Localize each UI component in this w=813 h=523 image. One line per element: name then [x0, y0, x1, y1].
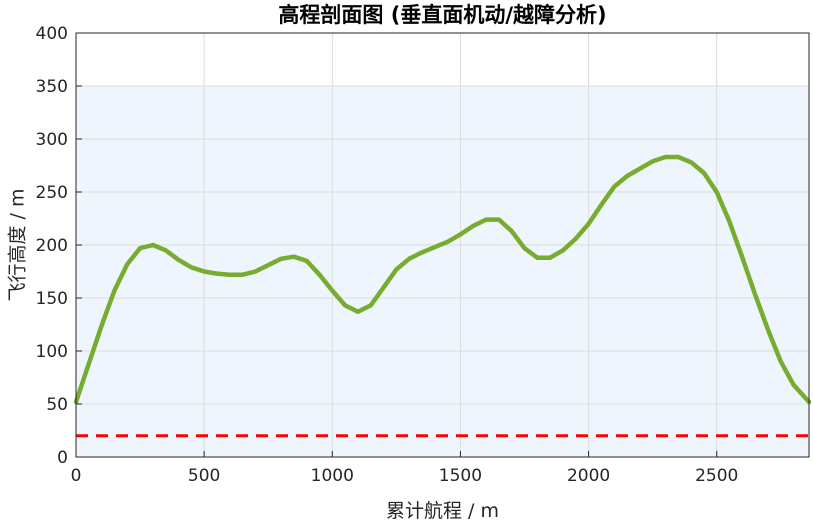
y-tick-label: 250 — [36, 183, 68, 203]
x-axis-label: 累计航程 / m — [386, 500, 499, 522]
x-tick-label: 2500 — [695, 466, 738, 486]
x-tick-label: 1000 — [311, 466, 354, 486]
chart-title: 高程剖面图 (垂直面机动/越障分析) — [278, 3, 606, 27]
x-tick-label: 2000 — [567, 466, 610, 486]
grid-lines — [76, 33, 809, 457]
y-tick-label: 300 — [36, 130, 68, 150]
y-tick-label: 400 — [36, 24, 68, 44]
x-tick-label: 0 — [71, 466, 82, 486]
y-tick-label: 350 — [36, 77, 68, 97]
y-tick-label: 200 — [36, 236, 68, 256]
altitude-profile-line — [73, 154, 812, 405]
y-tick-label: 100 — [36, 342, 68, 362]
axis-ticks: 0 500 1000 1500 2000 2500 0 50 100 150 200 250 300 35… — [36, 24, 739, 486]
y-axis-label: 飞行高度 / m — [7, 189, 29, 302]
y-tick-label: 50 — [46, 395, 68, 415]
y-tick-label: 150 — [36, 289, 68, 309]
x-tick-label: 1500 — [439, 466, 482, 486]
y-tick-label: 0 — [57, 448, 68, 468]
x-tick-label: 500 — [188, 466, 220, 486]
safe-altitude-band — [76, 86, 809, 457]
series-layer — [73, 154, 812, 438]
